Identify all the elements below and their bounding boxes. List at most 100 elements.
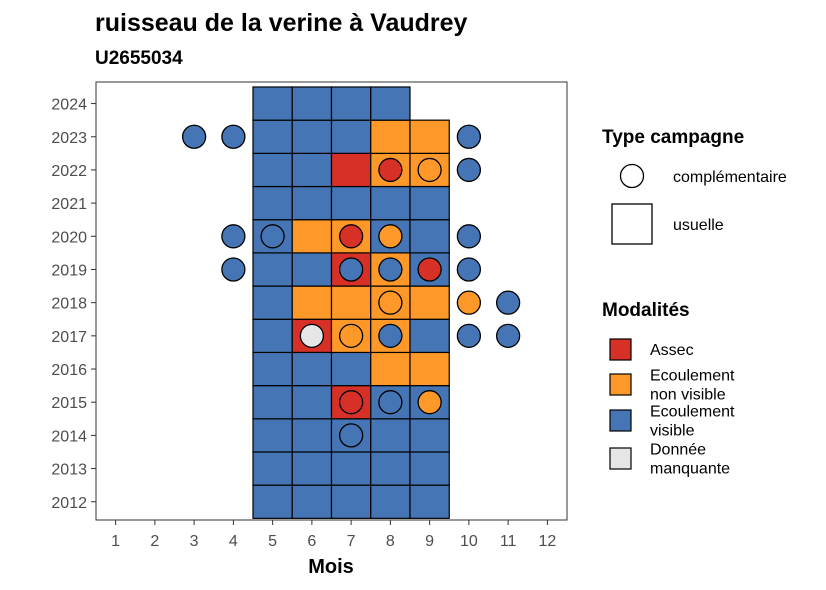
x-tick-label-11: 11 [500, 533, 517, 550]
chart-subtitle: U2655034 [95, 48, 183, 69]
tile-2022-6 [291, 152, 333, 188]
tile-2017-9 [409, 318, 450, 354]
tile-2012-9 [409, 484, 450, 519]
tile-2024-7 [330, 86, 372, 121]
point-2022-8 [378, 157, 403, 183]
x-tick-label-8: 8 [386, 533, 395, 550]
point-2019-7 [338, 257, 364, 282]
x-tick-label-9: 9 [425, 533, 434, 550]
usuelle-tiles [252, 86, 450, 519]
tile-2018-9 [409, 285, 450, 320]
tile-2015-5 [252, 385, 293, 420]
tile-2016-6 [291, 351, 333, 387]
legend-label-assec-0: Assec [650, 342, 694, 359]
x-tick-label-10: 10 [460, 533, 478, 550]
legend-key-usuelle [611, 203, 653, 245]
x-tick-label-3: 3 [190, 533, 199, 550]
tile-2012-6 [291, 484, 333, 519]
y-tick-label-2017: 2017 [51, 329, 87, 346]
y-tick-label-2018: 2018 [51, 296, 87, 313]
tile-2019-5 [252, 252, 293, 287]
point-2019-4 [221, 257, 246, 282]
tile-2015-6 [291, 385, 333, 420]
y-tick-label-2015: 2015 [51, 395, 87, 412]
x-tick-label-1: 1 [111, 533, 120, 550]
x-tick-label-4: 4 [229, 533, 238, 550]
point-2020-10 [456, 224, 482, 249]
point-2020-8 [378, 224, 403, 249]
point-2017-6 [299, 323, 325, 348]
legend-type-campagne: Type campagne complémentaire usuelle [602, 127, 787, 245]
x-tick-label-2: 2 [150, 533, 159, 550]
tile-2024-6 [291, 86, 333, 121]
y-tick-label-2020: 2020 [51, 229, 87, 246]
tile-2020-9 [409, 219, 450, 254]
legend-label-ecoulement_non_visible-1: non visible [650, 387, 726, 404]
tile-2020-6 [291, 219, 333, 254]
y-tick-label-2023: 2023 [51, 130, 87, 147]
tile-2018-5 [252, 285, 293, 320]
point-2023-4 [221, 124, 246, 149]
y-tick-label-2016: 2016 [51, 362, 87, 379]
x-tick-label-5: 5 [268, 533, 277, 550]
x-tick-label-12: 12 [538, 533, 556, 550]
tile-2023-7 [330, 119, 372, 154]
x-tick-label-6: 6 [307, 533, 316, 550]
tile-2024-8 [370, 86, 411, 121]
tile-2017-5 [252, 318, 293, 354]
legend-label-ecoulement_visible-1: visible [650, 423, 695, 440]
x-axis: 1 2 3 4 5 6 7 8 9 10 11 12 [111, 520, 556, 550]
tile-2024-5 [252, 86, 293, 121]
legend-swatch-ecoulement_visible [609, 409, 632, 432]
tile-2013-9 [409, 451, 450, 486]
tile-2014-5 [252, 418, 293, 453]
tile-2021-6 [291, 185, 333, 221]
point-2019-8 [378, 257, 403, 282]
y-tick-label-2024: 2024 [51, 97, 87, 114]
point-2015-7 [338, 390, 364, 415]
tile-2016-7 [330, 351, 372, 387]
point-2022-9 [417, 157, 442, 183]
tile-2013-7 [330, 451, 372, 486]
point-2015-9 [417, 390, 442, 415]
tile-2013-5 [252, 451, 293, 486]
tile-2018-6 [291, 285, 333, 320]
tile-2012-7 [330, 484, 372, 519]
point-2020-5 [260, 224, 285, 249]
tile-2012-5 [252, 484, 293, 519]
tile-2018-7 [330, 285, 372, 320]
tile-2014-8 [370, 418, 411, 453]
point-2020-7 [338, 224, 364, 249]
y-tick-label-2012: 2012 [51, 495, 87, 512]
tile-2023-8 [370, 119, 411, 154]
tile-2023-5 [252, 119, 293, 154]
tile-2016-5 [252, 351, 293, 387]
tile-2012-8 [370, 484, 411, 519]
point-2017-10 [456, 323, 482, 348]
tile-2023-9 [409, 119, 450, 154]
point-2023-10 [456, 124, 482, 149]
tile-2013-6 [291, 451, 333, 486]
x-axis-title: Mois [308, 556, 354, 578]
point-2022-10 [456, 157, 482, 183]
point-2018-8 [378, 290, 403, 315]
legend-label-donnee_manquante-0: Donnée [650, 442, 706, 459]
tile-2022-7 [330, 152, 372, 188]
tile-2022-5 [252, 152, 293, 188]
y-tick-label-2019: 2019 [51, 262, 87, 279]
x-tick-label-7: 7 [347, 533, 356, 550]
tile-2021-5 [252, 185, 293, 221]
legend-label-ecoulement_visible-0: Ecoulement [650, 404, 735, 421]
tile-2023-6 [291, 119, 333, 154]
legend-type-title: Type campagne [602, 127, 744, 148]
y-tick-label-2022: 2022 [51, 163, 87, 180]
tile-2016-9 [409, 351, 450, 387]
tile-2021-8 [370, 185, 411, 221]
legend-label-usuelle: usuelle [673, 217, 724, 234]
y-tick-label-2013: 2013 [51, 462, 87, 479]
y-axis: 2012 2013 2014 2015 2016 2017 2018 2019 2020 2021… [51, 97, 96, 512]
legend-swatch-assec [609, 338, 632, 361]
tile-2021-9 [409, 185, 450, 221]
legend-label-ecoulement_non_visible-0: Ecoulement [650, 368, 735, 385]
